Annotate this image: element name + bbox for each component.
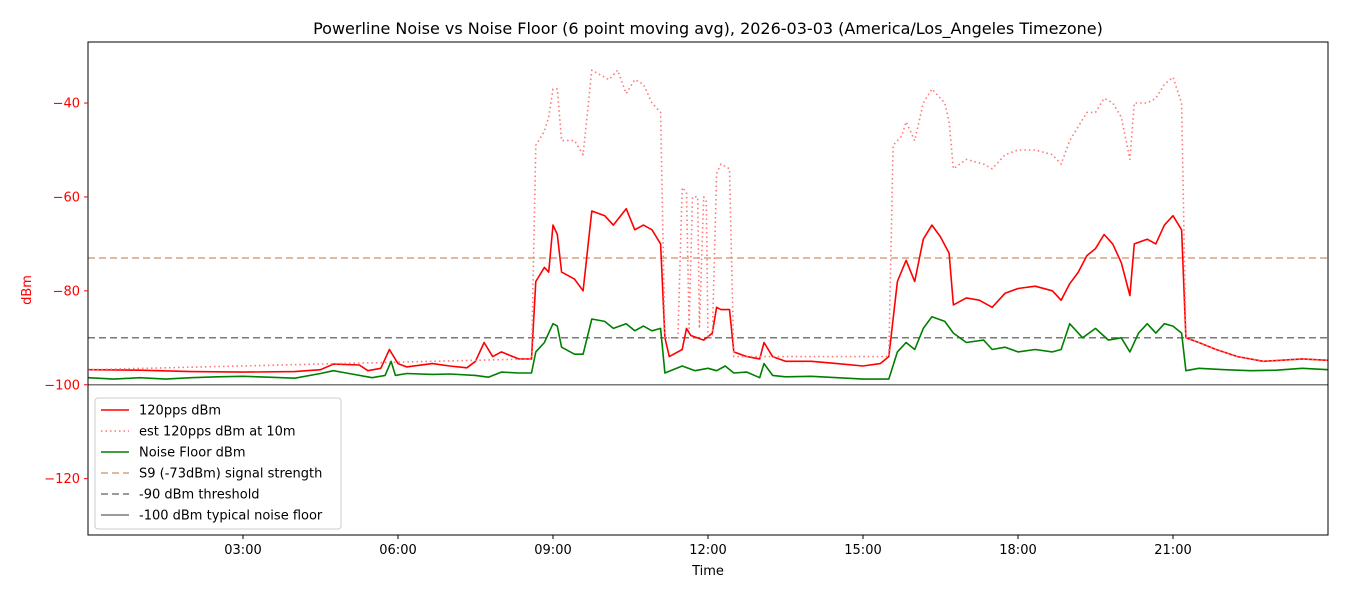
x-tick-label: 06:00 [379,543,416,558]
series-line-est-120pps-dbm-at-10m [87,69,1329,371]
x-tick-label: 03:00 [224,543,261,558]
legend-label-120pps-dbm: 120pps dBm [139,404,221,419]
x-tick-label: 18:00 [999,543,1036,558]
legend-box [94,397,342,530]
x-tick-label: 12:00 [689,543,726,558]
y-tick-label: −80 [53,284,80,299]
y-axis-title: dBm [20,275,35,305]
chart-title: Powerline Noise vs Noise Floor (6 point … [313,19,1103,39]
y-tick-label: −100 [44,378,80,393]
x-tick-label: 09:00 [534,543,571,558]
y-tick-label: −40 [53,97,80,112]
legend-label-noise-floor-dbm: Noise Floor dBm [139,446,246,461]
series-line-120pps-dbm [87,207,1329,373]
legend-label-100-dbm-typical-noise-floor: -100 dBm typical noise floor [139,509,323,524]
x-tick-label: 15:00 [844,543,881,558]
series-line-noise-floor-dbm [87,315,1329,380]
y-tick-label: −60 [53,190,80,205]
x-tick-label: 21:00 [1154,543,1191,558]
legend-label-90-dbm-threshold: -90 dBm threshold [139,488,260,503]
legend-label-s9-73dbm-signal-strength: S9 (-73dBm) signal strength [139,467,322,482]
x-axis-title: Time [691,564,724,579]
legend-label-est-120pps-dbm-at-10m: est 120pps dBm at 10m [139,425,296,440]
y-tick-label: −120 [44,472,80,487]
